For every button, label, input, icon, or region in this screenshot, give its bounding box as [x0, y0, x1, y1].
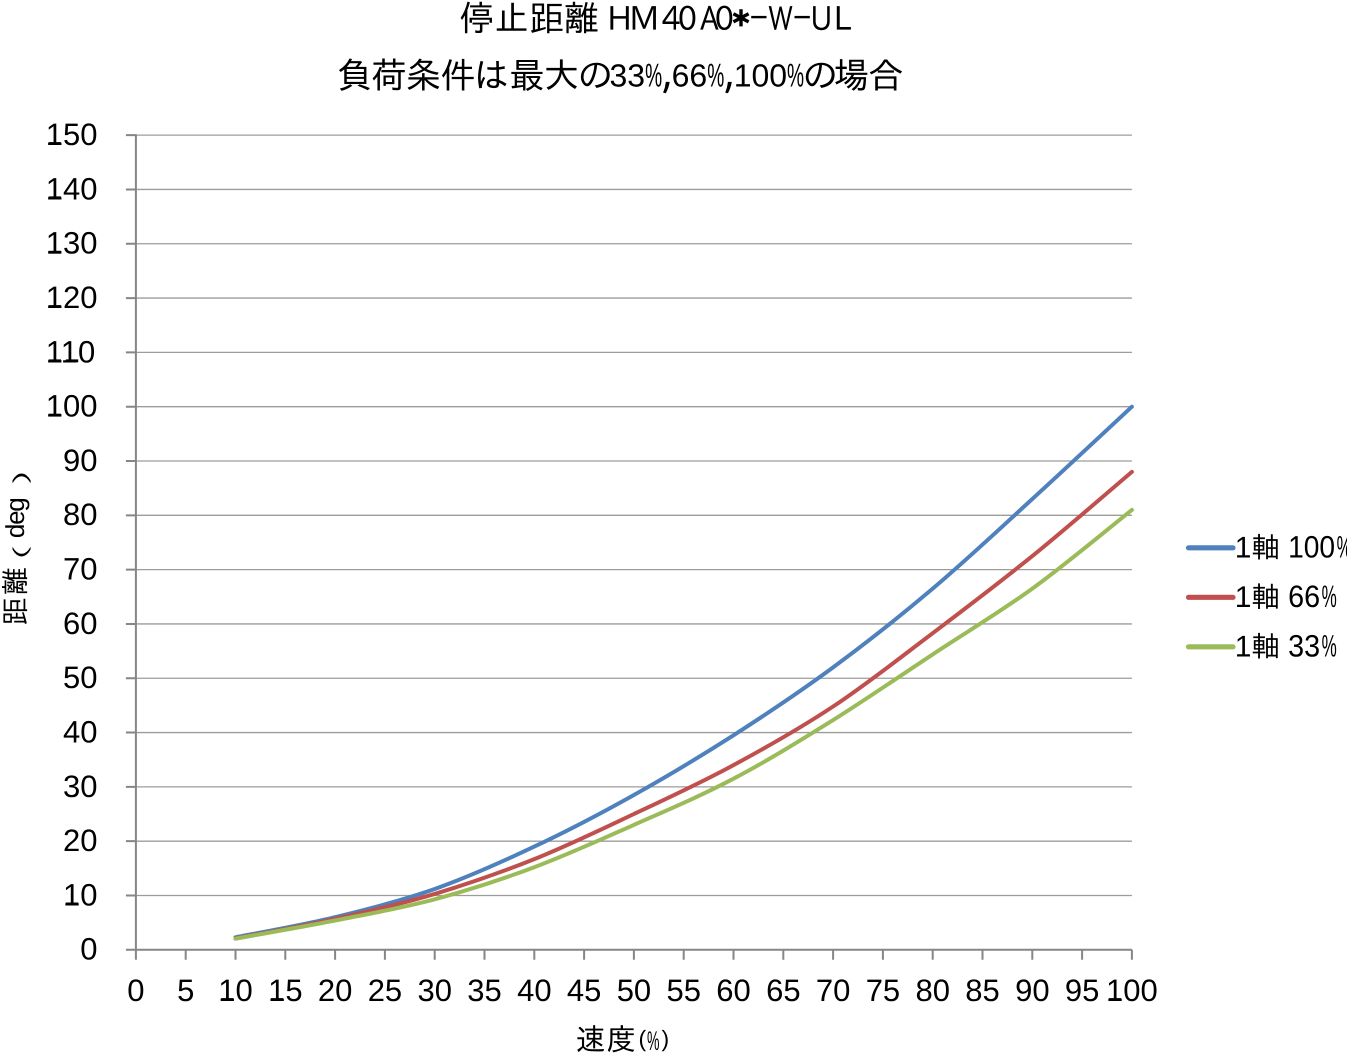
svg-text:65: 65: [766, 973, 800, 1008]
svg-text:95: 95: [1065, 973, 1099, 1008]
svg-text:1: 1: [1235, 532, 1252, 565]
svg-text:1: 1: [1235, 631, 1252, 664]
svg-text:%: %: [1322, 579, 1337, 614]
svg-text:110: 110: [46, 334, 95, 369]
svg-text:90: 90: [63, 443, 97, 478]
svg-text:20: 20: [63, 823, 97, 858]
svg-text:g: g: [0, 497, 30, 511]
svg-text:%: %: [1337, 530, 1347, 565]
svg-text:100: 100: [734, 58, 787, 94]
svg-text:70: 70: [63, 552, 97, 587]
svg-text:45: 45: [567, 973, 601, 1008]
svg-text:25: 25: [368, 973, 402, 1008]
svg-text:50: 50: [63, 660, 97, 695]
svg-text:%: %: [647, 1026, 659, 1054]
svg-text:10: 10: [63, 877, 97, 912]
svg-text:130: 130: [46, 226, 98, 261]
svg-text:80: 80: [63, 497, 97, 532]
svg-text:140: 140: [46, 171, 98, 206]
svg-text:30: 30: [418, 973, 452, 1008]
svg-text:%: %: [707, 57, 724, 94]
svg-text:33: 33: [610, 58, 646, 94]
svg-text:100: 100: [1288, 530, 1335, 565]
svg-text:%: %: [787, 57, 804, 94]
svg-text:d: d: [0, 524, 30, 538]
svg-text:30: 30: [63, 769, 97, 804]
svg-text:50: 50: [617, 973, 651, 1008]
svg-text:60: 60: [716, 973, 750, 1008]
svg-text:100: 100: [1106, 973, 1158, 1008]
svg-text:35: 35: [467, 973, 501, 1008]
svg-text:75: 75: [866, 973, 900, 1008]
svg-text:80: 80: [916, 973, 950, 1008]
svg-text:e: e: [0, 510, 30, 524]
svg-text:55: 55: [667, 973, 701, 1008]
svg-text:66: 66: [672, 58, 708, 94]
svg-text:%: %: [645, 57, 662, 94]
svg-text:0: 0: [127, 973, 144, 1008]
svg-text:(: (: [639, 1026, 647, 1052]
svg-text:85: 85: [965, 973, 999, 1008]
svg-text:150: 150: [46, 117, 98, 152]
svg-text:33: 33: [1288, 629, 1320, 664]
svg-text:66: 66: [1288, 579, 1320, 614]
svg-text:20: 20: [318, 973, 352, 1008]
svg-text:90: 90: [1015, 973, 1049, 1008]
svg-text:40: 40: [517, 973, 551, 1008]
svg-text:120: 120: [46, 280, 98, 315]
svg-text:40: 40: [63, 715, 97, 750]
svg-text:%: %: [1322, 629, 1337, 664]
svg-text:10: 10: [218, 973, 252, 1008]
svg-text:1: 1: [1235, 581, 1252, 614]
svg-text:100: 100: [46, 389, 98, 424]
svg-text:60: 60: [63, 606, 97, 641]
svg-text:5: 5: [177, 973, 194, 1008]
svg-text:15: 15: [268, 973, 302, 1008]
svg-text:0: 0: [80, 932, 97, 967]
svg-text:): ): [662, 1026, 670, 1052]
svg-text:70: 70: [816, 973, 850, 1008]
